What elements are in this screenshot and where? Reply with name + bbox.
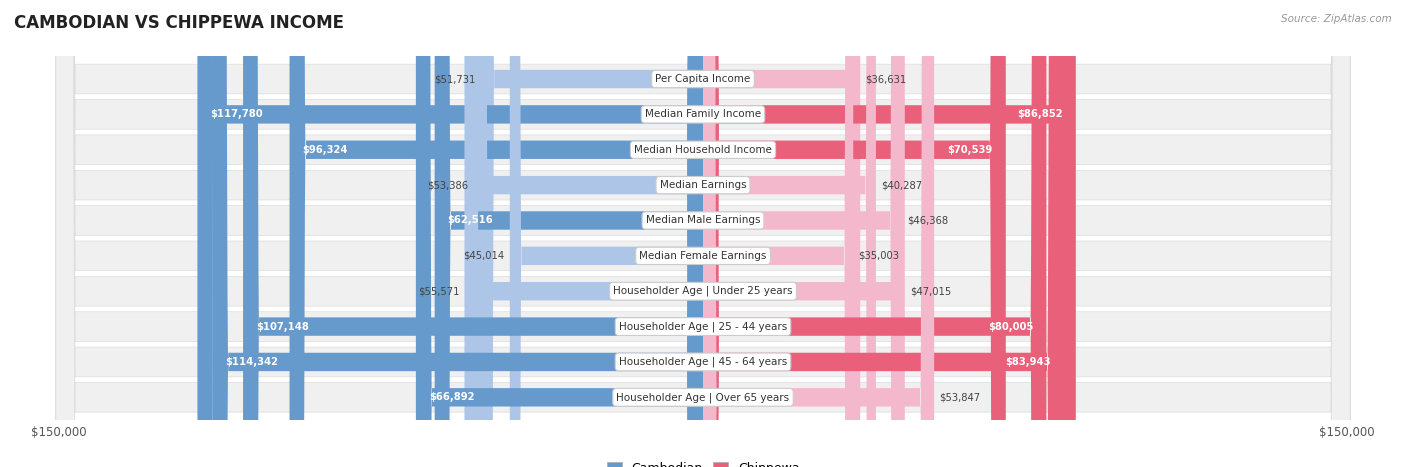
Text: $35,003: $35,003 [859,251,900,261]
Text: Median Earnings: Median Earnings [659,180,747,190]
FancyBboxPatch shape [56,0,1350,467]
FancyBboxPatch shape [212,0,703,467]
FancyBboxPatch shape [703,0,876,467]
FancyBboxPatch shape [703,0,1046,467]
Text: Median Female Earnings: Median Female Earnings [640,251,766,261]
Text: $62,516: $62,516 [447,215,494,226]
FancyBboxPatch shape [197,0,703,467]
FancyBboxPatch shape [703,0,905,467]
FancyBboxPatch shape [290,0,703,467]
FancyBboxPatch shape [56,0,1350,467]
Text: Median Male Earnings: Median Male Earnings [645,215,761,226]
Text: $70,539: $70,539 [948,145,993,155]
Text: $47,015: $47,015 [910,286,952,296]
Text: $107,148: $107,148 [256,322,309,332]
FancyBboxPatch shape [481,0,703,467]
Text: $117,780: $117,780 [211,109,263,120]
FancyBboxPatch shape [703,0,934,467]
FancyBboxPatch shape [56,0,1350,467]
FancyBboxPatch shape [703,0,1005,467]
Text: Source: ZipAtlas.com: Source: ZipAtlas.com [1281,14,1392,24]
Text: $53,847: $53,847 [939,392,980,402]
Text: Per Capita Income: Per Capita Income [655,74,751,84]
Text: CAMBODIAN VS CHIPPEWA INCOME: CAMBODIAN VS CHIPPEWA INCOME [14,14,344,32]
Text: $36,631: $36,631 [865,74,907,84]
FancyBboxPatch shape [703,0,853,467]
FancyBboxPatch shape [464,0,703,467]
Text: $53,386: $53,386 [427,180,468,190]
Text: Householder Age | 45 - 64 years: Householder Age | 45 - 64 years [619,357,787,367]
Text: Median Household Income: Median Household Income [634,145,772,155]
FancyBboxPatch shape [703,0,903,467]
Text: $45,014: $45,014 [464,251,505,261]
Text: $55,571: $55,571 [418,286,460,296]
FancyBboxPatch shape [243,0,703,467]
FancyBboxPatch shape [703,0,860,467]
FancyBboxPatch shape [56,0,1350,467]
FancyBboxPatch shape [56,0,1350,467]
FancyBboxPatch shape [703,0,1063,467]
FancyBboxPatch shape [510,0,703,467]
FancyBboxPatch shape [56,0,1350,467]
Text: $96,324: $96,324 [302,145,347,155]
Text: Householder Age | Under 25 years: Householder Age | Under 25 years [613,286,793,297]
Text: Median Family Income: Median Family Income [645,109,761,120]
Text: $51,731: $51,731 [434,74,475,84]
Legend: Cambodian, Chippewa: Cambodian, Chippewa [602,457,804,467]
FancyBboxPatch shape [703,0,1076,467]
Text: Householder Age | 25 - 44 years: Householder Age | 25 - 44 years [619,321,787,332]
Text: Householder Age | Over 65 years: Householder Age | Over 65 years [616,392,790,403]
FancyBboxPatch shape [416,0,703,467]
FancyBboxPatch shape [56,0,1350,467]
FancyBboxPatch shape [434,0,703,467]
Text: $80,005: $80,005 [988,322,1033,332]
FancyBboxPatch shape [474,0,703,467]
Text: $114,342: $114,342 [225,357,278,367]
Text: $66,892: $66,892 [429,392,474,402]
Text: $86,852: $86,852 [1018,109,1063,120]
Text: $83,943: $83,943 [1005,357,1050,367]
Text: $40,287: $40,287 [882,180,922,190]
FancyBboxPatch shape [56,0,1350,467]
FancyBboxPatch shape [56,0,1350,467]
FancyBboxPatch shape [56,0,1350,467]
Text: $46,368: $46,368 [907,215,948,226]
